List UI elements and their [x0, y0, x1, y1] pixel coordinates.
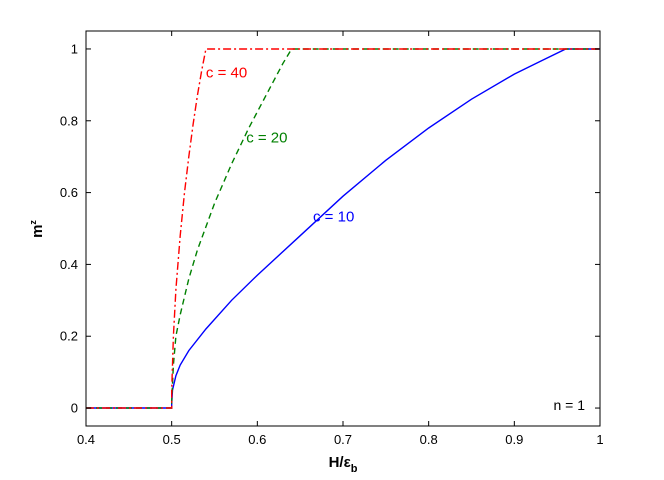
series-line-1: [86, 48, 600, 409]
series-labels: c = 10 c = 20 c = 40: [206, 65, 354, 226]
x-tick-label: 0.9: [505, 432, 523, 447]
y-tick-label: 1: [71, 41, 78, 56]
y-tick-label: 0.8: [60, 113, 78, 128]
y-tick-label: 0.6: [60, 185, 78, 200]
series-layer: [86, 48, 600, 409]
annotation-n: n = 1: [553, 397, 585, 413]
x-tick-label: 0.4: [77, 432, 95, 447]
y-tick-label: 0.4: [60, 257, 78, 272]
x-tick-label: 1: [596, 432, 603, 447]
series-line-2: [86, 48, 600, 409]
series-label-1: c = 10: [313, 208, 354, 225]
series-label-2: c = 20: [246, 129, 287, 146]
y-axis-title: mz: [28, 220, 46, 238]
x-tick-label: 0.7: [334, 432, 352, 447]
series-line-3: [86, 48, 600, 409]
x-tick-label: 0.6: [248, 432, 266, 447]
series-label-3: c = 40: [206, 65, 247, 82]
x-tick-label: 0.8: [420, 432, 438, 447]
y-tick-label: 0.2: [60, 329, 78, 344]
ticks-layer: 0.4 0.5 0.6 0.7 0.8 0.9 1 0 0.2 0.4 0.6 0.8 1: [60, 31, 604, 447]
x-axis-title: H/εb: [329, 454, 358, 475]
y-tick-label: 0: [71, 401, 78, 416]
plot-frame: [85, 30, 601, 427]
x-tick-label: 0.5: [163, 432, 181, 447]
